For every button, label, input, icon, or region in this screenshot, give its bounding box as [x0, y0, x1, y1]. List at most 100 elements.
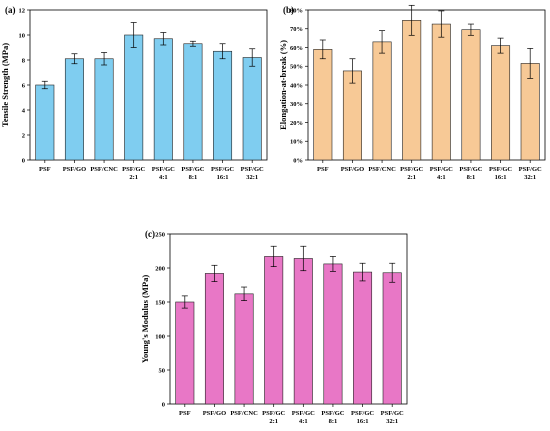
bar	[382, 272, 402, 405]
y-tick-label: 40%	[290, 82, 303, 89]
x-tick-label-line: 4:1	[299, 418, 308, 425]
plot-frame	[169, 233, 408, 405]
y-axis-title: Elongation-at-break (%)	[278, 40, 288, 130]
chart-panel-0: 0 2 4 6 8 10 12 Tensile Strength (MPa) (a) PSF PSF…	[0, 5, 268, 181]
panel-label: (b)	[283, 5, 294, 15]
y-tick-label: 6	[22, 82, 26, 89]
x-tick-label-line: PSF/GC	[241, 166, 264, 173]
x-tick-label-line: 8:1	[189, 174, 198, 181]
y-tick-label: 80%	[290, 7, 303, 14]
x-tick-label-line: PSF/GO	[63, 166, 86, 173]
bar	[313, 49, 333, 161]
bar	[461, 29, 481, 161]
bar	[64, 58, 84, 161]
x-tick-label-line: PSF/CNC	[90, 166, 118, 173]
x-tick-label-line: PSF/GO	[203, 410, 226, 417]
x-tick-label: PSF/GC 4:1	[292, 410, 315, 425]
bar	[293, 258, 313, 405]
x-tick-label-line: 32:1	[524, 174, 536, 181]
panel-label: (a)	[5, 5, 16, 15]
bar	[242, 57, 262, 161]
x-tick-label: PSF/GC 16:1	[351, 410, 374, 425]
y-tick-label: 0%	[293, 157, 303, 164]
x-tick-label-line: PSF	[317, 166, 329, 173]
x-tick-label-line: PSF	[39, 166, 51, 173]
x-tick-label-line: 4:1	[159, 174, 168, 181]
x-tick-label: PSF/GC 4:1	[430, 166, 453, 181]
bar	[264, 256, 284, 405]
x-tick-label-line: PSF/CNC	[230, 410, 258, 417]
bar	[402, 20, 422, 161]
y-tick-label: 2	[22, 132, 25, 139]
y-tick-label: 250	[155, 231, 165, 238]
x-tick-label-line: 2:1	[129, 174, 138, 181]
x-tick-label: PSF/GO	[63, 166, 86, 173]
x-tick-label-line: 2:1	[407, 174, 416, 181]
x-tick-label-line: 8:1	[467, 174, 476, 181]
x-tick-label-line: PSF/GC	[181, 166, 204, 173]
y-tick-label: 0	[22, 157, 25, 164]
y-tick-label: 200	[155, 265, 165, 272]
x-tick-label-line: 32:1	[246, 174, 258, 181]
y-tick-label: 60%	[290, 45, 303, 52]
x-tick-label-line: PSF/GC	[122, 166, 145, 173]
x-tick-label-line: PSF	[179, 410, 191, 417]
x-tick-label-line: 32:1	[386, 418, 398, 425]
bar	[153, 38, 173, 161]
y-tick-label: 10	[19, 32, 26, 39]
bar	[124, 34, 144, 161]
y-tick-label: 20%	[290, 120, 303, 127]
x-tick-label-line: PSF/GC	[262, 410, 285, 417]
bar	[353, 271, 373, 405]
x-tick-label-line: PSF/GO	[341, 166, 364, 173]
bar	[183, 43, 203, 161]
x-tick-label: PSF/GC 2:1	[400, 166, 423, 181]
x-tick-label: PSF	[317, 166, 329, 173]
x-tick-label-line: 16:1	[357, 418, 369, 425]
bar	[35, 84, 55, 161]
y-axis-title: Young's Modulus (MPa)	[140, 275, 150, 363]
x-tick-label-line: PSF/GC	[400, 166, 423, 173]
bar	[213, 50, 233, 161]
y-tick-label: 150	[155, 299, 165, 306]
y-tick-label: 12	[19, 7, 26, 14]
x-tick-label: PSF/CNC	[368, 166, 396, 173]
y-tick-label: 0	[162, 401, 165, 408]
y-tick-label: 100	[155, 333, 165, 340]
x-tick-label-line: 2:1	[269, 418, 278, 425]
bar	[372, 41, 392, 161]
x-tick-label: PSF	[179, 410, 191, 417]
x-tick-label: PSF/GC 4:1	[152, 166, 175, 181]
y-tick-label: 10%	[290, 139, 303, 146]
x-tick-label: PSF/GC 32:1	[241, 166, 264, 181]
bar	[491, 45, 511, 161]
x-tick-label-line: PSF/GC	[519, 166, 542, 173]
x-tick-label-line: PSF/GC	[321, 410, 344, 417]
x-tick-label: PSF/GC 16:1	[211, 166, 234, 181]
x-tick-label-line: 16:1	[495, 174, 507, 181]
x-tick-label: PSF/GC 2:1	[262, 410, 285, 425]
x-tick-label: PSF/GC 32:1	[519, 166, 542, 181]
bar	[234, 293, 254, 405]
bar	[431, 23, 451, 161]
x-tick-label-line: PSF/GC	[381, 410, 404, 417]
x-tick-label: PSF/GC 16:1	[489, 166, 512, 181]
y-tick-label: 50	[159, 367, 166, 374]
x-tick-label-line: PSF/GC	[430, 166, 453, 173]
x-tick-label-line: PSF/GC	[489, 166, 512, 173]
x-tick-label-line: 8:1	[329, 418, 338, 425]
panel-label: (c)	[145, 229, 155, 239]
x-tick-label: PSF/GC 8:1	[181, 166, 204, 181]
x-tick-label: PSF/GC 8:1	[459, 166, 482, 181]
x-tick-label: PSF/GC 8:1	[321, 410, 344, 425]
x-tick-label: PSF/GO	[203, 410, 226, 417]
x-tick-label-line: PSF/GC	[459, 166, 482, 173]
y-tick-label: 50%	[290, 64, 303, 71]
x-tick-label-line: PSF/CNC	[368, 166, 396, 173]
x-tick-label: PSF/GC 32:1	[381, 410, 404, 425]
y-tick-label: 4	[22, 107, 26, 114]
x-tick-label: PSF/GC 2:1	[122, 166, 145, 181]
y-tick-label: 70%	[290, 26, 303, 33]
x-tick-label-line: PSF/GC	[351, 410, 374, 417]
